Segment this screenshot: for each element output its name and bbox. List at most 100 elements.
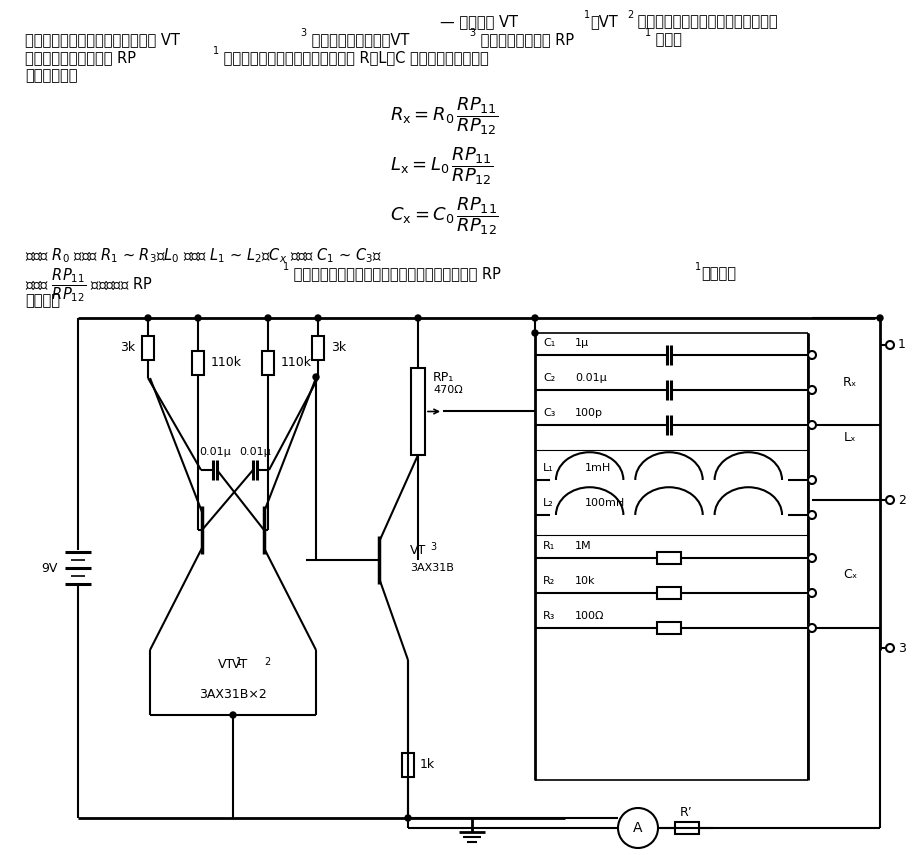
Text: 3: 3 bbox=[898, 641, 905, 654]
Text: 组成多谐振荡器，作为电桥的交流信: 组成多谐振荡器，作为电桥的交流信 bbox=[633, 14, 777, 29]
Circle shape bbox=[808, 589, 816, 597]
Text: 3: 3 bbox=[300, 28, 306, 38]
Text: 470Ω: 470Ω bbox=[433, 385, 462, 395]
Text: 1: 1 bbox=[283, 262, 289, 272]
Circle shape bbox=[808, 421, 816, 429]
Circle shape bbox=[808, 624, 816, 632]
Text: 0.01μ: 0.01μ bbox=[199, 447, 231, 457]
Text: 100Ω: 100Ω bbox=[575, 611, 605, 621]
Text: 1: 1 bbox=[645, 28, 651, 38]
Text: 条件分别为：: 条件分别为： bbox=[25, 68, 78, 83]
Text: VT: VT bbox=[410, 544, 426, 557]
Bar bbox=[192, 351, 204, 375]
Circle shape bbox=[315, 315, 321, 321]
Circle shape bbox=[265, 315, 271, 321]
Circle shape bbox=[886, 341, 894, 349]
Text: Lₓ: Lₓ bbox=[844, 431, 857, 444]
Text: R₃: R₃ bbox=[543, 611, 556, 621]
Text: 式中的 $\dfrac{RP_{11}}{RP_{12}}$ 表示电位器 RP: 式中的 $\dfrac{RP_{11}}{RP_{12}}$ 表示电位器 RP bbox=[25, 266, 152, 304]
Text: L₂: L₂ bbox=[543, 498, 554, 508]
Text: R’: R’ bbox=[680, 805, 693, 818]
Circle shape bbox=[415, 315, 421, 321]
Circle shape bbox=[808, 511, 816, 519]
Text: C₂: C₂ bbox=[543, 373, 556, 383]
Bar bbox=[312, 336, 324, 360]
Text: 1: 1 bbox=[695, 262, 701, 272]
Text: 1: 1 bbox=[213, 46, 219, 56]
Text: VT: VT bbox=[218, 658, 234, 671]
Text: 0.01μ: 0.01μ bbox=[575, 373, 606, 383]
Text: 1: 1 bbox=[898, 339, 905, 351]
Circle shape bbox=[313, 374, 319, 380]
Circle shape bbox=[877, 315, 883, 321]
Text: 式中的 $R_0$ 对应于 $R_1$ ~ $R_3$；$L_0$ 对应于 $L_1$ ~ $L_2$；$C_x$ 对应于 $C_1$ ~ $C_3$。: 式中的 $R_0$ 对应于 $R_1$ ~ $R_3$；$L_0$ 对应于 $L… bbox=[25, 246, 382, 265]
Text: 2: 2 bbox=[627, 10, 633, 20]
Text: C₁: C₁ bbox=[543, 338, 556, 348]
Text: 1k: 1k bbox=[420, 758, 435, 771]
Text: R₂: R₂ bbox=[543, 576, 556, 586]
Text: 1: 1 bbox=[584, 10, 590, 20]
Text: 1mH: 1mH bbox=[585, 463, 611, 473]
Circle shape bbox=[405, 815, 411, 821]
Text: 9V: 9V bbox=[42, 562, 58, 575]
Text: RP₁: RP₁ bbox=[433, 372, 454, 385]
Text: $C_{\rm x} = C_0\,\dfrac{RP_{11}}{RP_{12}}$: $C_{\rm x} = C_0\,\dfrac{RP_{11}}{RP_{12… bbox=[390, 195, 498, 237]
Text: 3k: 3k bbox=[331, 341, 346, 355]
Bar bbox=[142, 336, 154, 360]
Circle shape bbox=[195, 315, 201, 321]
Bar bbox=[675, 822, 699, 834]
Text: L₁: L₁ bbox=[543, 463, 554, 473]
Text: $R_{\rm x} = R_0\,\dfrac{RP_{11}}{RP_{12}}$: $R_{\rm x} = R_0\,\dfrac{RP_{11}}{RP_{12… bbox=[390, 95, 498, 137]
Text: 置确定。: 置确定。 bbox=[25, 293, 60, 308]
Text: 3k: 3k bbox=[120, 341, 135, 355]
Text: 集电极中的电位器 RP: 集电极中的电位器 RP bbox=[476, 32, 574, 47]
Circle shape bbox=[230, 712, 236, 718]
Text: 100mH: 100mH bbox=[585, 498, 625, 508]
Text: 3: 3 bbox=[430, 542, 437, 552]
Text: 作电源输出放大器。VT: 作电源输出放大器。VT bbox=[307, 32, 410, 47]
Circle shape bbox=[532, 315, 538, 321]
Circle shape bbox=[808, 386, 816, 394]
Text: R₁: R₁ bbox=[543, 541, 556, 551]
Text: 平衡时的旋臂位置可直接读得被测 R、L、C 的数值。电桥的平衡: 平衡时的旋臂位置可直接读得被测 R、L、C 的数值。电桥的平衡 bbox=[219, 50, 489, 65]
Bar bbox=[402, 753, 414, 777]
Text: 110k: 110k bbox=[211, 357, 242, 369]
Text: Cₓ: Cₓ bbox=[843, 569, 857, 581]
Text: 10k: 10k bbox=[575, 576, 595, 586]
Text: 号源，为了提高信号源的功率，用 VT: 号源，为了提高信号源的功率，用 VT bbox=[25, 32, 180, 47]
Text: 1: 1 bbox=[236, 657, 242, 667]
Text: 的两边: 的两边 bbox=[651, 32, 682, 47]
Text: 2: 2 bbox=[264, 657, 270, 667]
Text: A: A bbox=[633, 821, 642, 835]
Circle shape bbox=[145, 315, 151, 321]
Text: 、VT: 、VT bbox=[590, 14, 617, 29]
Circle shape bbox=[808, 476, 816, 484]
Text: 0.01μ: 0.01μ bbox=[239, 447, 270, 457]
Text: 2: 2 bbox=[898, 493, 905, 506]
Text: 3: 3 bbox=[469, 28, 475, 38]
Text: VT: VT bbox=[232, 658, 248, 671]
Bar bbox=[657, 552, 681, 564]
Text: 3AX31B: 3AX31B bbox=[410, 563, 454, 573]
Circle shape bbox=[886, 644, 894, 652]
Text: C₃: C₃ bbox=[543, 408, 556, 418]
Bar bbox=[411, 368, 425, 455]
Text: 作为电桥的两臂。根据 RP: 作为电桥的两臂。根据 RP bbox=[25, 50, 136, 65]
Text: Rₓ: Rₓ bbox=[843, 376, 857, 389]
Circle shape bbox=[808, 554, 816, 562]
Circle shape bbox=[886, 496, 894, 504]
Text: 的旋臂位: 的旋臂位 bbox=[701, 266, 736, 281]
Bar bbox=[657, 587, 681, 599]
Text: 旋臂处于不同位置时，两边电阻之比，由电位器 RP: 旋臂处于不同位置时，两边电阻之比，由电位器 RP bbox=[289, 266, 501, 281]
Text: 110k: 110k bbox=[281, 357, 312, 369]
Text: 1μ: 1μ bbox=[575, 338, 589, 348]
Circle shape bbox=[532, 330, 538, 336]
Circle shape bbox=[808, 351, 816, 359]
Bar bbox=[262, 351, 274, 375]
Bar bbox=[657, 622, 681, 634]
Text: 3AX31B×2: 3AX31B×2 bbox=[199, 688, 267, 701]
Text: — 电路中由 VT: — 电路中由 VT bbox=[440, 14, 518, 29]
Text: 1M: 1M bbox=[575, 541, 592, 551]
Text: 100p: 100p bbox=[575, 408, 603, 418]
Text: $L_{\rm x} = L_0\,\dfrac{RP_{11}}{RP_{12}}$: $L_{\rm x} = L_0\,\dfrac{RP_{11}}{RP_{12… bbox=[390, 145, 494, 186]
